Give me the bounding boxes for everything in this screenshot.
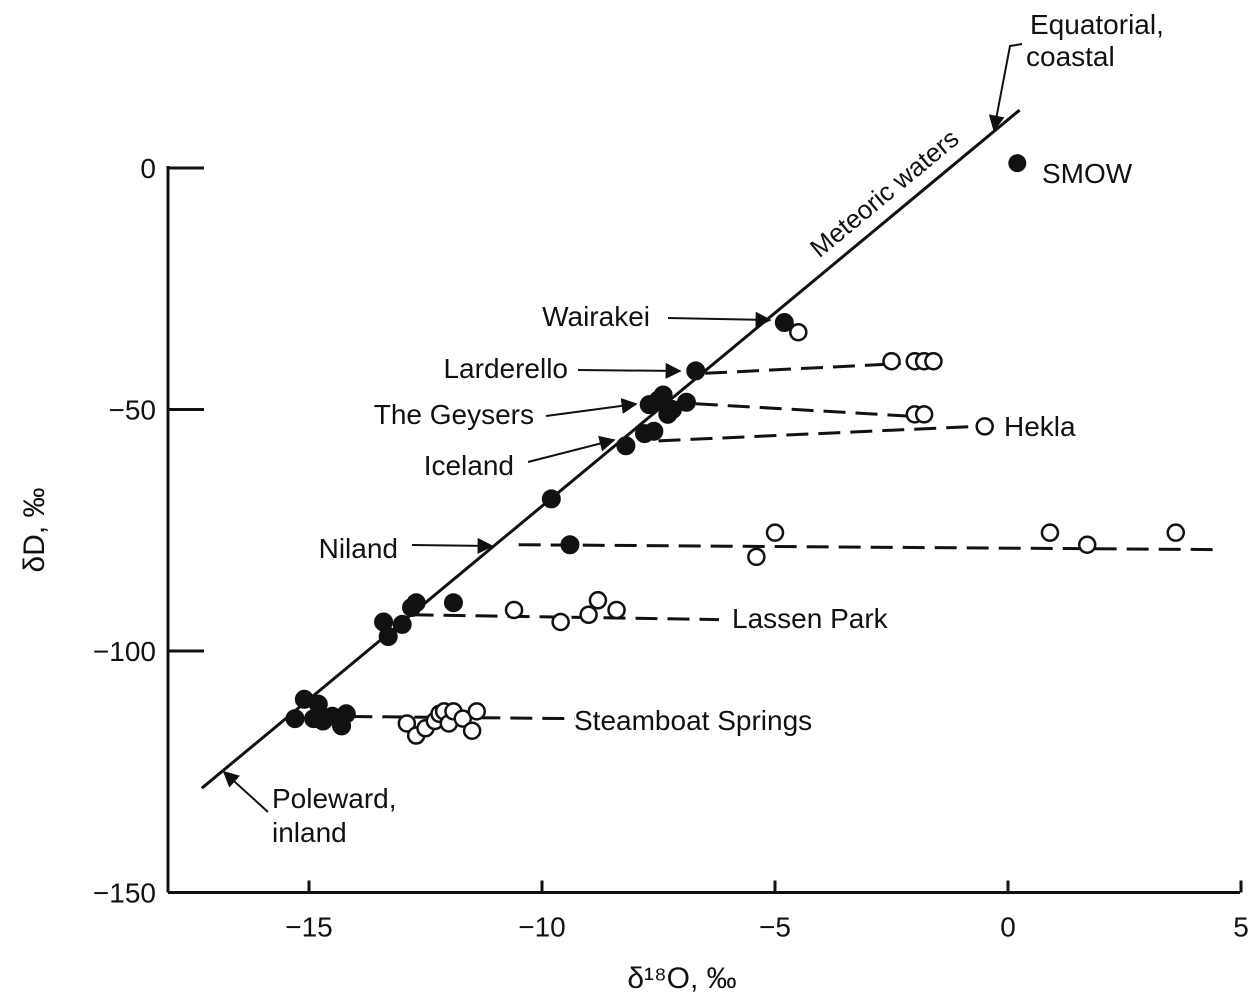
- filled-point-lassen-park: [406, 593, 426, 613]
- x-tick-label: −15: [285, 912, 333, 943]
- label-iceland: Iceland: [424, 450, 514, 481]
- filled-point-wairakei: [774, 313, 794, 333]
- arrow-niland: [411, 537, 494, 554]
- open-point-lassen-park: [579, 605, 598, 625]
- label-wairakei: Wairakei: [542, 301, 650, 332]
- open-point-niland: [1040, 523, 1060, 542]
- trend-line-lassen-park: [411, 613, 720, 622]
- poleward-label: Poleward,: [272, 783, 397, 814]
- label-larderello: Larderello: [443, 353, 568, 384]
- arrow-iceland: [527, 435, 616, 463]
- open-point-lassen-park: [607, 600, 626, 620]
- x-tick-label: −10: [518, 912, 566, 943]
- y-axis-label: δD, ‰: [18, 487, 51, 572]
- filled-point-lassen-park: [443, 593, 463, 613]
- filled-point-the-geysers: [676, 392, 696, 412]
- label-niland: Niland: [319, 533, 398, 564]
- open-point-larderello: [882, 351, 901, 371]
- arrow-larderello: [577, 362, 682, 379]
- label-lassen-park: Lassen Park: [732, 603, 889, 634]
- filled-point-the-geysers: [653, 385, 673, 405]
- filled-point-larderello: [686, 361, 706, 381]
- arrow-wairakei: [667, 311, 772, 328]
- label-hekla: Hekla: [1004, 411, 1076, 442]
- open-point-niland: [1166, 523, 1186, 542]
- filled-point-iceland: [644, 421, 664, 441]
- filled-point-lassen-park: [378, 627, 398, 647]
- equatorial-label: Equatorial,: [1030, 9, 1164, 40]
- open-point-larderello: [924, 351, 943, 371]
- trend-line-the-geysers: [695, 402, 920, 419]
- y-tick-label: −100: [93, 636, 156, 667]
- trend-line-niland: [518, 543, 1214, 552]
- open-point-niland: [1077, 535, 1097, 554]
- arrow-the-geysers: [545, 397, 638, 417]
- poleward-arrow: [222, 770, 269, 813]
- data-points: [285, 154, 1186, 745]
- filled-point-steamboat-springs: [336, 704, 356, 724]
- filled-point-niland: [560, 535, 580, 555]
- open-point-steamboat-springs: [467, 702, 487, 721]
- x-tick-label: 0: [1000, 912, 1016, 943]
- open-point-lassen-park: [588, 591, 608, 610]
- open-point-steamboat-springs: [453, 709, 473, 728]
- open-point-steamboat-springs: [462, 721, 482, 740]
- filled-point-steamboat-springs: [308, 694, 328, 714]
- x-tick-label: −5: [759, 912, 791, 943]
- coastal-label: coastal: [1026, 41, 1115, 72]
- y-tick-label: −150: [93, 878, 156, 909]
- open-point-hekla: [975, 417, 994, 436]
- annotations: Meteoric waters Equatorial,coastal Polewar…: [222, 9, 1164, 848]
- x-axis-label: δ¹⁸O, ‰: [627, 962, 736, 995]
- open-point-steamboat-springs: [397, 714, 417, 733]
- open-point-lassen-park: [504, 600, 524, 620]
- filled-point-lassen-park: [392, 614, 412, 634]
- meteoric-water-line: [200, 108, 1021, 790]
- y-tick-label: 0: [140, 153, 156, 184]
- open-point-niland: [765, 523, 785, 542]
- open-point-lassen-park: [551, 612, 570, 632]
- y-tick-label: −50: [109, 395, 157, 426]
- smow-label: SMOW: [1042, 158, 1133, 189]
- trend-line-larderello: [705, 362, 901, 375]
- x-tick-label: 5: [1233, 912, 1249, 943]
- meteoric-line-label: Meteoric waters: [804, 123, 964, 263]
- inland-label: inland: [272, 817, 347, 848]
- label-steamboat-springs: Steamboat Springs: [574, 705, 812, 736]
- trend-lines: [200, 108, 1214, 790]
- trend-line-iceland: [658, 424, 976, 443]
- label-the-geysers: The Geysers: [374, 399, 534, 430]
- filled-point-iceland: [616, 436, 636, 456]
- smow-point: [1008, 154, 1027, 173]
- filled-point-steamboat-springs: [285, 709, 305, 729]
- open-point-wairakei: [789, 322, 808, 342]
- open-point-niland: [747, 547, 766, 567]
- open-point-the-geysers: [914, 405, 934, 424]
- equatorial-arrow: [988, 43, 1023, 132]
- filled-point-niland: [541, 489, 561, 509]
